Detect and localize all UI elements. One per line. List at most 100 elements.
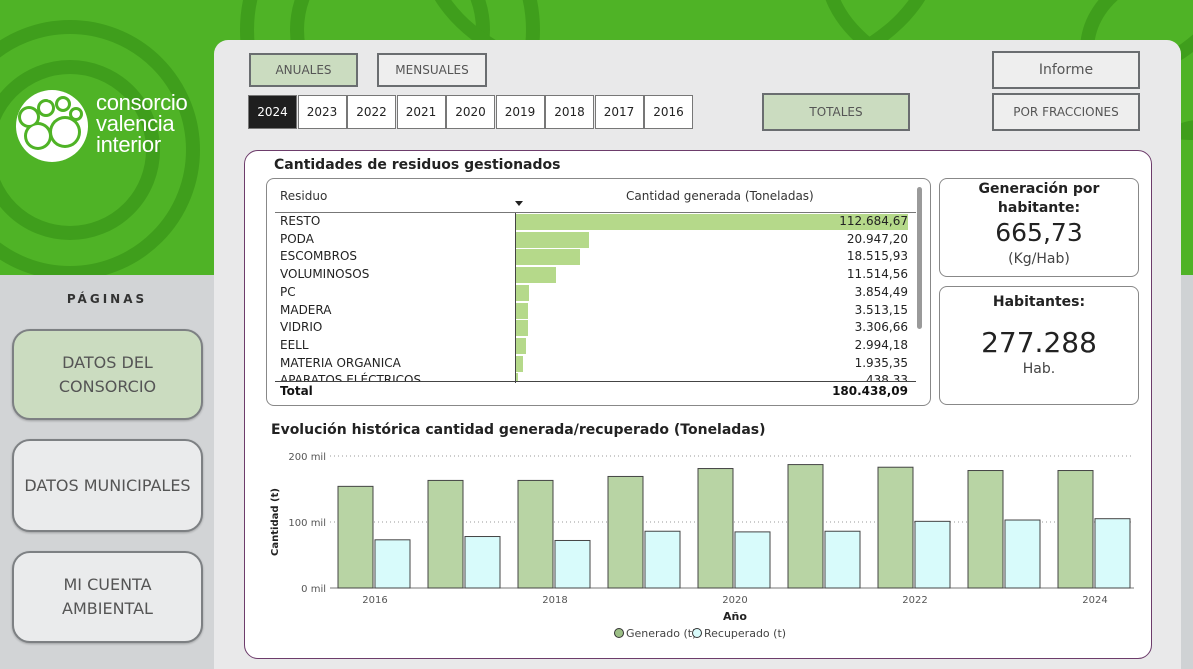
kpi-generacion-unit: (Kg/Hab): [1008, 251, 1070, 267]
recuperado-bar: [374, 539, 411, 589]
residuo-value: 1.935,35: [854, 355, 908, 370]
year-button-2020[interactable]: 2020: [446, 95, 495, 129]
residuos-title: Cantidades de residuos gestionados: [274, 157, 561, 173]
generado-bar: [517, 479, 554, 589]
residuo-name: ESCOMBROS: [280, 249, 358, 264]
informe-button[interactable]: Informe: [992, 51, 1140, 89]
col-header-cantidad[interactable]: Cantidad generada (Toneladas): [626, 189, 814, 203]
residuo-value: 112.684,67: [839, 214, 908, 228]
column-divider: [515, 213, 516, 383]
residuo-name: PC: [280, 284, 296, 299]
table-row[interactable]: VIDRIO 3.306,66: [267, 319, 917, 337]
legend-label: Generado (t): [626, 627, 696, 640]
amount-bar: [516, 355, 523, 372]
anuales-button[interactable]: ANUALES: [249, 53, 358, 87]
amount-bar: [516, 337, 527, 354]
x-tick-label: 2016: [362, 595, 387, 606]
x-tick-label: 2024: [1082, 595, 1107, 606]
kpi-habitantes-title: Habitantes:: [992, 294, 1086, 310]
table-row[interactable]: MADERA 3.513,15: [267, 302, 917, 320]
brand-name: consorcio valencia interior: [96, 90, 188, 157]
recuperado-bar: [1094, 518, 1131, 589]
table-row[interactable]: MATERIA ORGANICA 1.935,35: [267, 355, 917, 373]
sidebar-title: PÁGINAS: [66, 292, 148, 306]
y-tick-label: 100 mil: [288, 518, 326, 529]
kpi-generacion-title: Generación por habitante:: [978, 181, 1100, 216]
amount-bar: [516, 284, 530, 301]
residuo-value: 3.306,66: [854, 320, 908, 335]
y-tick-label: 0 mil: [301, 584, 326, 595]
generado-bar: [967, 470, 1004, 589]
table-body: RESTO 112.684,67 PODA 20.947,20 ESCOMBROS 18.…: [267, 213, 917, 381]
nav-datos-consorcio[interactable]: DATOS DEL CONSORCIO: [12, 329, 203, 420]
recuperado-bar: [914, 520, 951, 589]
x-tick-label: 2018: [542, 595, 567, 606]
nav-mi-cuenta-ambiental[interactable]: MI CUENTA AMBIENTAL: [12, 551, 203, 643]
year-button-2021[interactable]: 2021: [396, 95, 446, 129]
mensuales-button[interactable]: MENSUALES: [377, 53, 487, 87]
residuo-value: 3.854,49: [854, 284, 908, 299]
amount-bar: [516, 320, 528, 337]
y-axis-label: Cantidad (t): [270, 488, 281, 556]
sort-desc-icon[interactable]: [515, 201, 523, 206]
residuo-value: 3.513,15: [854, 302, 908, 317]
residuo-name: PODA: [280, 231, 314, 246]
kpi-habitantes-card: Habitantes: 277.288 Hab.: [939, 286, 1139, 405]
x-tick-label: 2020: [722, 595, 747, 606]
recuperado-bar: [644, 530, 681, 589]
year-button-2016[interactable]: 2016: [644, 95, 693, 129]
table-row[interactable]: PC 3.854,49: [267, 284, 917, 302]
table-row[interactable]: PODA 20.947,20: [267, 231, 917, 249]
table-row[interactable]: APARATOS ELÉCTRICOS 438,33: [267, 372, 917, 381]
residuo-name: MATERIA ORGANICA: [280, 355, 401, 370]
year-button-2024[interactable]: 2024: [248, 95, 297, 129]
total-value: 180.438,09: [832, 384, 908, 398]
year-selector: 2024 2023 2022 2021 2020 2019 2018 2017 …: [248, 95, 694, 129]
totales-button[interactable]: TOTALES: [762, 93, 910, 131]
generado-bar: [427, 479, 464, 589]
residuo-name: VIDRIO: [280, 320, 323, 335]
table-scrollbar[interactable]: [917, 187, 922, 329]
generado-bar: [697, 468, 734, 589]
col-header-residuo[interactable]: Residuo: [280, 189, 328, 203]
nav-datos-municipales[interactable]: DATOS MUNICIPALES: [12, 439, 203, 532]
amount-bar: [516, 267, 557, 284]
total-label: Total: [280, 384, 313, 398]
year-button-2022[interactable]: 2022: [347, 95, 396, 129]
legend-label: Recuperado (t): [704, 627, 786, 640]
residuo-value: 11.514,56: [846, 267, 908, 282]
amount-bar: [516, 231, 589, 248]
generado-bar: [337, 485, 374, 589]
recuperado-bar: [1004, 519, 1041, 589]
generado-bar: [877, 466, 914, 589]
year-button-2019[interactable]: 2019: [495, 95, 545, 129]
amount-bar: [516, 249, 581, 266]
residuo-name: APARATOS ELÉCTRICOS: [280, 373, 422, 381]
residuo-value: 2.994,18: [854, 337, 908, 352]
chart-title: Evolución histórica cantidad generada/re…: [271, 422, 766, 438]
table-row[interactable]: EELL 2.994,18: [267, 337, 917, 355]
table-row[interactable]: ESCOMBROS 18.515,93: [267, 248, 917, 266]
generado-bar: [1057, 470, 1094, 589]
amount-bar: [516, 214, 908, 230]
legend-marker: [692, 628, 702, 638]
por-fracciones-button[interactable]: POR FRACCIONES: [992, 93, 1140, 131]
generado-bar: [607, 475, 644, 589]
year-button-2018[interactable]: 2018: [545, 95, 594, 129]
recuperado-bar: [464, 536, 501, 589]
generado-bar: [787, 464, 824, 589]
header-divider: [275, 212, 916, 213]
x-tick-label: 2022: [902, 595, 927, 606]
residuo-value: 18.515,93: [846, 249, 908, 264]
residuo-name: EELL: [280, 337, 309, 352]
residuos-table: Residuo Cantidad generada (Toneladas) RE…: [266, 178, 931, 406]
logo-circles-icon: [16, 90, 88, 162]
recuperado-bar: [734, 531, 771, 589]
recuperado-bar: [554, 539, 591, 589]
table-row[interactable]: RESTO 112.684,67: [267, 213, 917, 231]
kpi-habitantes-value: 277.288: [981, 326, 1097, 359]
year-button-2023[interactable]: 2023: [297, 95, 347, 129]
year-button-2017[interactable]: 2017: [594, 95, 644, 129]
table-row[interactable]: VOLUMINOSOS 11.514,56: [267, 266, 917, 284]
recuperado-bar: [824, 530, 861, 589]
